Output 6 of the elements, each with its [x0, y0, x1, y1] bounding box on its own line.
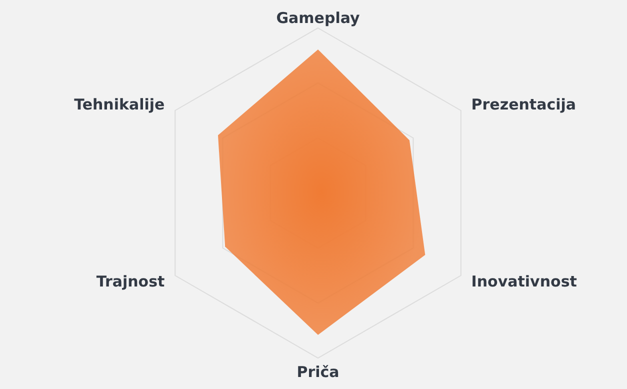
spoke-label: Inovativnost [471, 272, 577, 290]
spoke-label: Gameplay [276, 9, 360, 27]
spoke-label: Trajnost [96, 272, 165, 290]
spoke-label: Prezentacija [471, 96, 576, 114]
spoke-label: Priča [296, 363, 340, 381]
spoke-label: Tehnikalije [74, 96, 165, 114]
